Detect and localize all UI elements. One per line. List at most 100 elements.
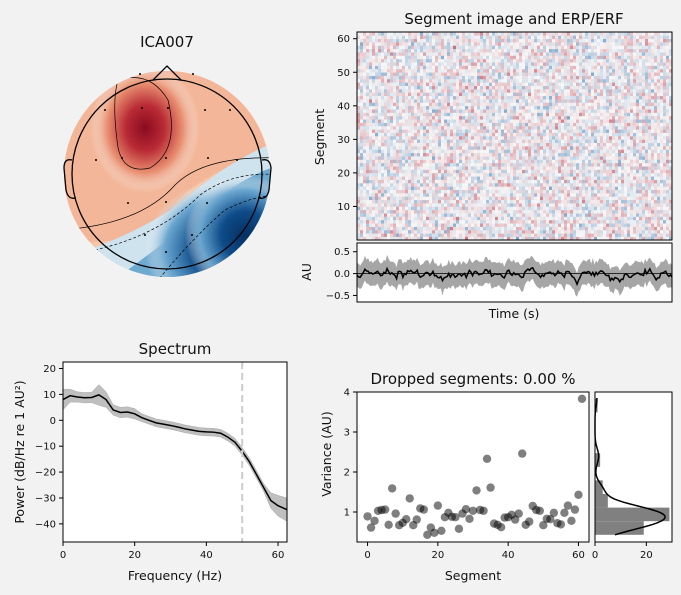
heatmap-cell bbox=[483, 233, 487, 237]
heatmap-cell bbox=[438, 146, 442, 150]
heatmap-cell bbox=[606, 125, 610, 130]
heatmap-cell bbox=[555, 209, 559, 214]
heatmap-cell bbox=[429, 142, 433, 147]
heatmap-cell bbox=[447, 156, 451, 160]
heatmap-cell bbox=[525, 203, 529, 207]
heatmap-cell bbox=[564, 125, 568, 130]
heatmap-cell bbox=[600, 99, 604, 103]
heatmap-cell bbox=[543, 219, 547, 224]
heatmap-cell bbox=[426, 169, 430, 174]
heatmap-cell bbox=[564, 136, 568, 140]
heatmap-cell bbox=[651, 92, 655, 97]
heatmap-cell bbox=[372, 216, 376, 221]
heatmap-cell bbox=[594, 119, 598, 123]
heatmap-cell bbox=[492, 149, 496, 154]
heatmap-cell bbox=[582, 89, 586, 93]
heatmap-cell bbox=[360, 216, 364, 221]
heatmap-cell bbox=[585, 109, 589, 113]
heatmap-cell bbox=[492, 172, 496, 177]
heatmap-cell bbox=[582, 115, 586, 120]
heatmap-cell bbox=[366, 102, 370, 107]
heatmap-cell bbox=[630, 236, 634, 241]
heatmap-cell bbox=[633, 99, 637, 103]
heatmap-cell bbox=[534, 152, 538, 157]
heatmap-cell bbox=[549, 149, 553, 154]
heatmap-cell bbox=[540, 149, 544, 154]
heatmap-cell bbox=[363, 82, 367, 86]
heatmap-cell bbox=[606, 149, 610, 154]
heatmap-cell bbox=[420, 219, 424, 224]
heatmap-cell bbox=[525, 89, 529, 93]
heatmap-cell bbox=[573, 203, 577, 207]
heatmap-cell bbox=[432, 162, 436, 167]
heatmap-cell bbox=[603, 109, 607, 113]
heatmap-cell bbox=[381, 125, 385, 130]
heatmap-cell bbox=[384, 99, 388, 103]
heatmap-cell bbox=[504, 142, 508, 147]
heatmap-cell bbox=[549, 152, 553, 157]
heatmap-cell bbox=[669, 182, 673, 187]
heatmap-cell bbox=[417, 189, 421, 194]
heatmap-cell bbox=[438, 85, 442, 90]
heatmap-cell bbox=[363, 226, 367, 231]
heatmap-cell bbox=[534, 193, 538, 197]
heatmap-cell bbox=[624, 213, 628, 217]
heatmap-cell bbox=[633, 132, 637, 137]
heatmap-cell bbox=[495, 203, 499, 207]
heatmap-cell bbox=[414, 193, 418, 197]
heatmap-cell bbox=[414, 186, 418, 190]
heatmap-cell bbox=[582, 209, 586, 214]
heatmap-cell bbox=[423, 95, 427, 100]
heatmap-cell bbox=[462, 236, 466, 241]
heatmap-cell bbox=[393, 176, 397, 180]
heatmap-cell bbox=[660, 182, 664, 187]
heatmap-cell bbox=[642, 182, 646, 187]
heatmap-cell bbox=[633, 136, 637, 140]
heatmap-cell bbox=[492, 139, 496, 144]
heatmap-cell bbox=[387, 213, 391, 217]
heatmap-cell bbox=[408, 149, 412, 154]
heatmap-cell bbox=[537, 136, 541, 140]
heatmap-cell bbox=[615, 219, 619, 224]
heatmap-cell bbox=[660, 82, 664, 86]
heatmap-cell bbox=[567, 236, 571, 241]
heatmap-cell bbox=[402, 122, 406, 127]
heatmap-cell bbox=[402, 146, 406, 150]
heatmap-cell bbox=[504, 136, 508, 140]
heatmap-cell bbox=[474, 102, 478, 107]
heatmap-cell bbox=[408, 89, 412, 93]
heatmap-cell bbox=[531, 139, 535, 144]
heatmap-cell bbox=[369, 115, 373, 120]
heatmap-cell bbox=[393, 206, 397, 211]
heatmap-cell bbox=[363, 199, 367, 204]
heatmap-cell bbox=[483, 172, 487, 177]
heatmap-cell bbox=[663, 109, 667, 113]
heatmap-cell bbox=[426, 82, 430, 86]
heatmap-cell bbox=[444, 122, 448, 127]
heatmap-cell bbox=[360, 109, 364, 113]
heatmap-cell bbox=[666, 139, 670, 144]
heatmap-cell bbox=[621, 112, 625, 117]
heatmap-cell bbox=[624, 146, 628, 150]
heatmap-cell bbox=[519, 196, 523, 201]
heatmap-cell bbox=[624, 182, 628, 187]
heatmap-cell bbox=[618, 172, 622, 177]
heatmap-cell bbox=[525, 112, 529, 117]
heatmap-cell bbox=[486, 219, 490, 224]
heatmap-cell bbox=[648, 176, 652, 180]
heatmap-cell bbox=[357, 152, 361, 157]
heatmap-cell bbox=[540, 203, 544, 207]
heatmap-cell bbox=[450, 179, 454, 184]
heatmap-cell bbox=[621, 99, 625, 103]
heatmap-cell bbox=[549, 213, 553, 217]
heatmap-cell bbox=[423, 89, 427, 93]
heatmap-cell bbox=[609, 209, 613, 214]
heatmap-cell bbox=[552, 139, 556, 144]
heatmap-cell bbox=[519, 146, 523, 150]
heatmap-cell bbox=[606, 189, 610, 194]
heatmap-cell bbox=[609, 92, 613, 97]
heatmap-cell bbox=[390, 142, 394, 147]
heatmap-cell bbox=[546, 102, 550, 107]
heatmap-cell bbox=[555, 109, 559, 113]
heatmap-cell bbox=[609, 179, 613, 184]
